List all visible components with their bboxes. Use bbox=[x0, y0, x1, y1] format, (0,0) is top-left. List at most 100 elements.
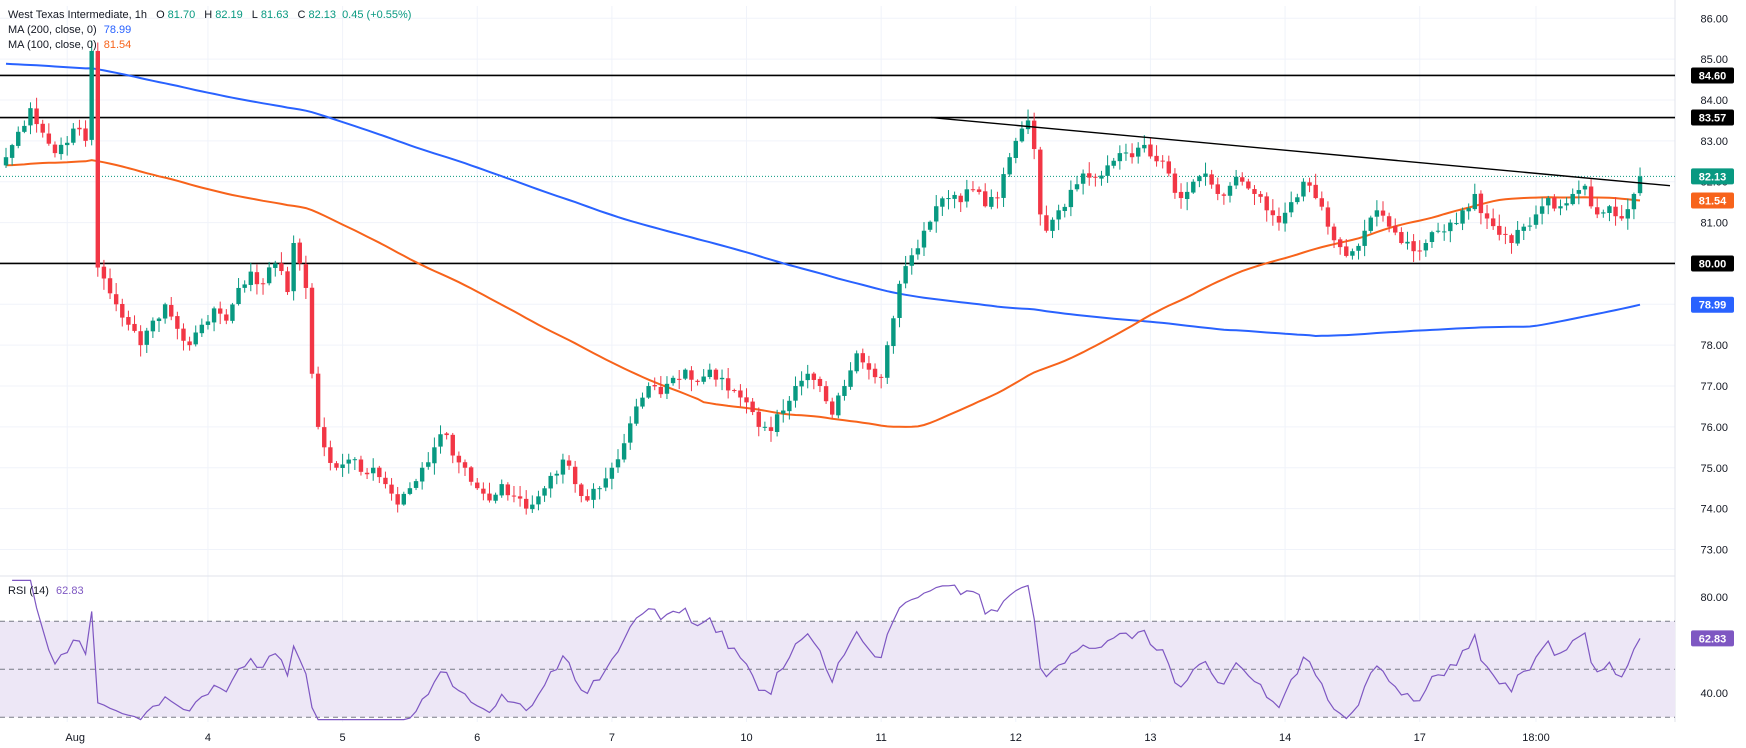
candle-body bbox=[89, 50, 94, 140]
candle-body bbox=[1466, 208, 1471, 212]
candle-body bbox=[1319, 198, 1324, 207]
candle-body bbox=[242, 284, 247, 288]
candle-body bbox=[872, 368, 878, 378]
candle-body bbox=[1068, 189, 1074, 208]
candle-body bbox=[860, 353, 865, 363]
ma200-legend[interactable]: MA (200, close, 0) 78.99 bbox=[8, 23, 131, 37]
candle-body bbox=[1197, 176, 1202, 182]
high-value: 82.19 bbox=[215, 9, 243, 21]
ohlc-values: O 81.70 H 82.19 L 81.63 C 82.13 0.45 (+0.55%… bbox=[156, 9, 412, 21]
candle-body bbox=[548, 475, 553, 489]
time-tick-label: 11 bbox=[875, 732, 886, 744]
candle-body bbox=[169, 304, 174, 317]
candle-body bbox=[885, 345, 890, 378]
candle-body bbox=[1527, 225, 1533, 227]
candle-body bbox=[481, 488, 486, 494]
candle-body bbox=[432, 447, 437, 464]
candle-body bbox=[958, 195, 963, 203]
candle-body bbox=[787, 400, 792, 412]
candle-body bbox=[878, 376, 884, 378]
candle-body bbox=[1209, 174, 1214, 185]
candle-body bbox=[756, 411, 761, 427]
candle-body bbox=[903, 266, 908, 284]
interval-label: 1h bbox=[134, 9, 148, 21]
candle-body bbox=[1588, 186, 1594, 207]
candle-body bbox=[1178, 191, 1184, 199]
candle-body bbox=[1276, 215, 1282, 223]
candle-body bbox=[138, 331, 143, 346]
candle-body bbox=[1576, 190, 1582, 194]
candle-body bbox=[1031, 120, 1037, 150]
candle-body bbox=[628, 423, 633, 443]
candle-body bbox=[1246, 181, 1251, 189]
candle-body bbox=[1117, 153, 1123, 162]
candle-body bbox=[1601, 212, 1606, 214]
candle-body bbox=[199, 324, 205, 334]
candle-body bbox=[236, 287, 241, 305]
rsi-tick-label: 40.00 bbox=[1700, 688, 1728, 700]
candle-body bbox=[1289, 202, 1294, 213]
candle-body bbox=[572, 466, 578, 485]
candle-body bbox=[1631, 193, 1637, 210]
candle-body bbox=[689, 370, 694, 380]
time-tick-label: 6 bbox=[474, 732, 480, 744]
rsi-legend[interactable]: RSI (14) 62.83 bbox=[8, 584, 84, 598]
candle-body bbox=[1007, 157, 1012, 175]
time-tick-label: 13 bbox=[1144, 732, 1156, 744]
price-tag-label: 82.13 bbox=[1699, 171, 1727, 183]
candle-body bbox=[328, 447, 333, 463]
candle-body bbox=[1062, 206, 1067, 211]
candle-body bbox=[995, 197, 1000, 199]
candle-body bbox=[1607, 206, 1612, 213]
candle-body bbox=[1521, 226, 1526, 231]
candle-body bbox=[1013, 140, 1018, 158]
candle-body bbox=[1374, 210, 1380, 217]
candle-body bbox=[1417, 250, 1422, 252]
candle-body bbox=[1184, 191, 1190, 200]
close-value: 82.13 bbox=[308, 9, 336, 21]
candle-body bbox=[1080, 173, 1086, 184]
candle-body bbox=[224, 314, 229, 321]
candle-body bbox=[1295, 197, 1300, 203]
ma100-value: 81.54 bbox=[103, 39, 132, 51]
time-tick-label: 4 bbox=[205, 732, 211, 744]
candle-body bbox=[652, 385, 657, 387]
symbol-legend[interactable]: West Texas Intermediate, 1h O 81.70 H 82.1… bbox=[8, 9, 412, 21]
candle-body bbox=[970, 189, 976, 191]
candle-body bbox=[1172, 173, 1178, 193]
candle-body bbox=[297, 242, 302, 264]
candle-body bbox=[799, 380, 804, 387]
ma100-legend[interactable]: MA (100, close, 0) 81.54 bbox=[8, 38, 131, 52]
candle-body bbox=[805, 373, 810, 381]
candle-body bbox=[1148, 144, 1153, 157]
candle-body bbox=[120, 303, 125, 318]
candle-body bbox=[719, 377, 725, 380]
candle-body bbox=[725, 378, 731, 391]
candle-body bbox=[677, 378, 682, 380]
price-tick-label: 83.00 bbox=[1700, 136, 1728, 148]
candle-body bbox=[273, 263, 278, 268]
time-axis[interactable]: Aug 4 5 6 7 10 11 12 13 14 17 18:00 bbox=[65, 732, 1549, 744]
candle-body bbox=[891, 318, 896, 347]
candle-body bbox=[793, 386, 798, 401]
candle-body bbox=[438, 434, 443, 447]
price-tick-label: 73.00 bbox=[1700, 544, 1728, 556]
candle-body bbox=[1546, 198, 1551, 206]
candle-body bbox=[395, 494, 400, 505]
candle-body bbox=[150, 320, 156, 332]
candle-body bbox=[695, 380, 700, 382]
candle-body bbox=[670, 377, 676, 384]
candle-body bbox=[450, 434, 455, 456]
candle-body bbox=[1019, 128, 1025, 142]
candle-body bbox=[218, 308, 223, 314]
candle-body bbox=[1386, 216, 1392, 227]
price-tick-label: 76.00 bbox=[1700, 422, 1728, 434]
price-tick-label: 85.00 bbox=[1700, 54, 1728, 66]
candle-body bbox=[211, 308, 217, 323]
candle-body bbox=[9, 145, 15, 158]
candle-body bbox=[1105, 165, 1110, 176]
candle-body bbox=[1637, 176, 1643, 194]
candle-body bbox=[634, 406, 639, 424]
price-tick-label: 77.00 bbox=[1700, 381, 1728, 393]
